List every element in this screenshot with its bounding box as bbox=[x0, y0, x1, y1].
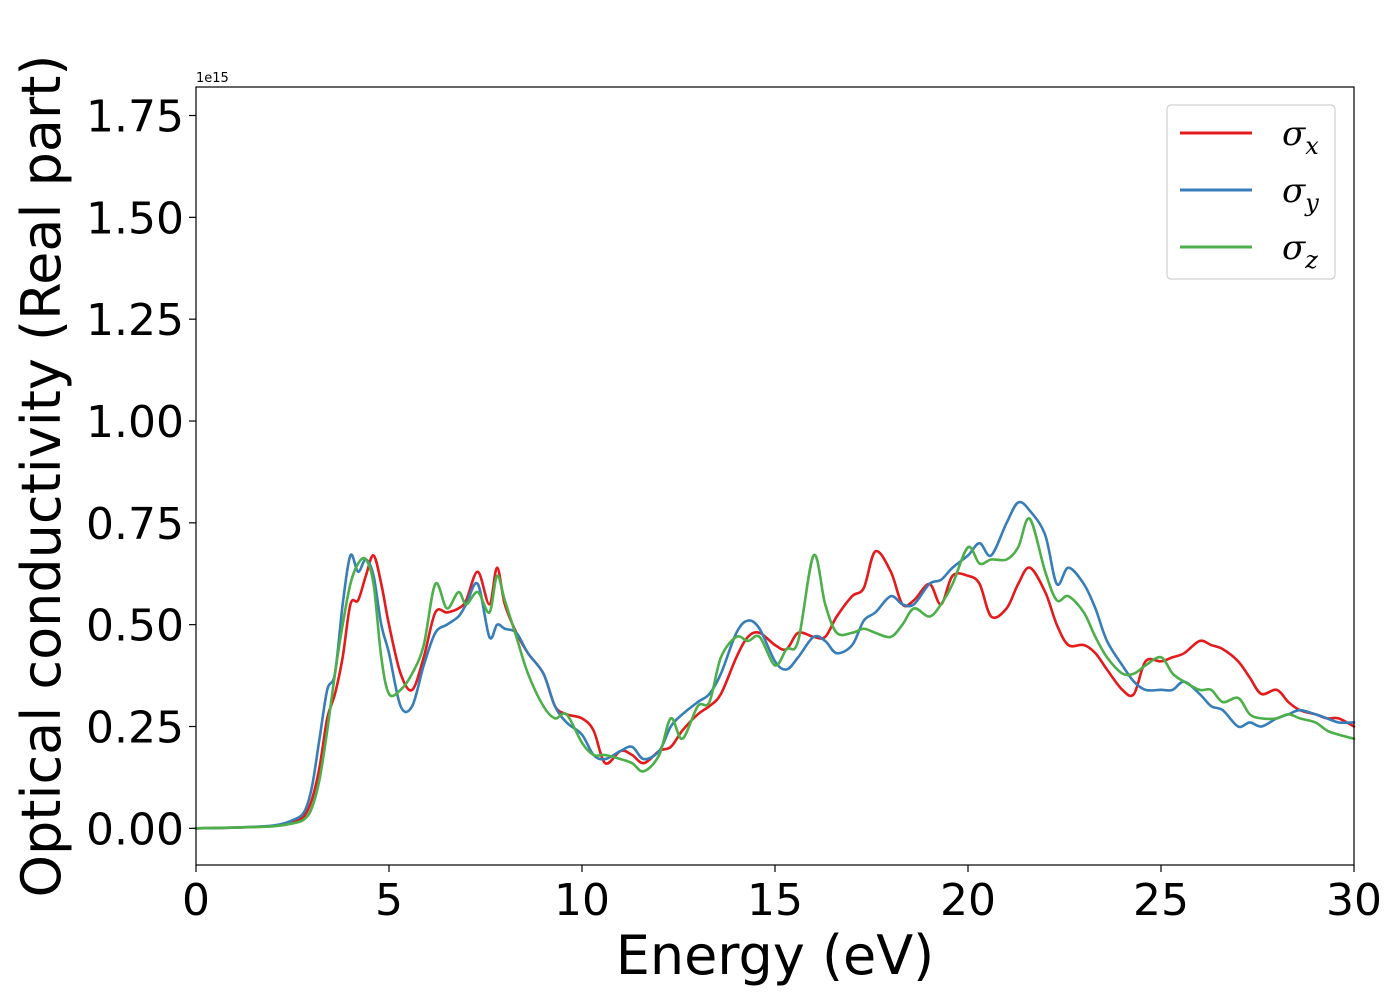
y-tick-label: 0.75 bbox=[86, 499, 184, 550]
series-line-sigma-z bbox=[194, 517, 1356, 830]
x-tick-label: 25 bbox=[1133, 875, 1189, 926]
series-layer bbox=[194, 500, 1356, 830]
x-tick-label: 10 bbox=[554, 875, 610, 926]
y-tick-label: 0.25 bbox=[86, 703, 184, 754]
y-tick-label: 1.50 bbox=[86, 193, 184, 244]
x-tick-label: 5 bbox=[375, 875, 403, 926]
y-tick-label: 1.75 bbox=[86, 92, 184, 143]
y-tick-label: 0.50 bbox=[86, 601, 184, 652]
series-line-sigma-x bbox=[194, 549, 1356, 830]
x-tick-label: 15 bbox=[747, 875, 803, 926]
y-axis-ticks: 0.00 0.25 0.50 0.75 1.00 1.25 1.50 1.75 bbox=[86, 92, 196, 855]
x-axis-label: Energy (eV) bbox=[616, 924, 935, 987]
y-axis-offset-label: 1e15 bbox=[196, 71, 229, 86]
x-axis-ticks: 0 5 10 15 20 25 30 bbox=[182, 865, 1382, 926]
plot-area-frame bbox=[195, 86, 1355, 866]
y-tick-label: 1.25 bbox=[86, 295, 184, 346]
legend-box bbox=[1166, 104, 1336, 280]
series-line-sigma-y bbox=[194, 500, 1356, 830]
y-tick-label: 1.00 bbox=[86, 397, 184, 448]
y-tick-label: 0.00 bbox=[86, 804, 184, 855]
y-axis-label: Optical conductivity (Real part) bbox=[10, 55, 73, 898]
x-tick-label: 0 bbox=[182, 875, 210, 926]
x-tick-label: 20 bbox=[940, 875, 996, 926]
x-tick-label: 30 bbox=[1326, 875, 1382, 926]
